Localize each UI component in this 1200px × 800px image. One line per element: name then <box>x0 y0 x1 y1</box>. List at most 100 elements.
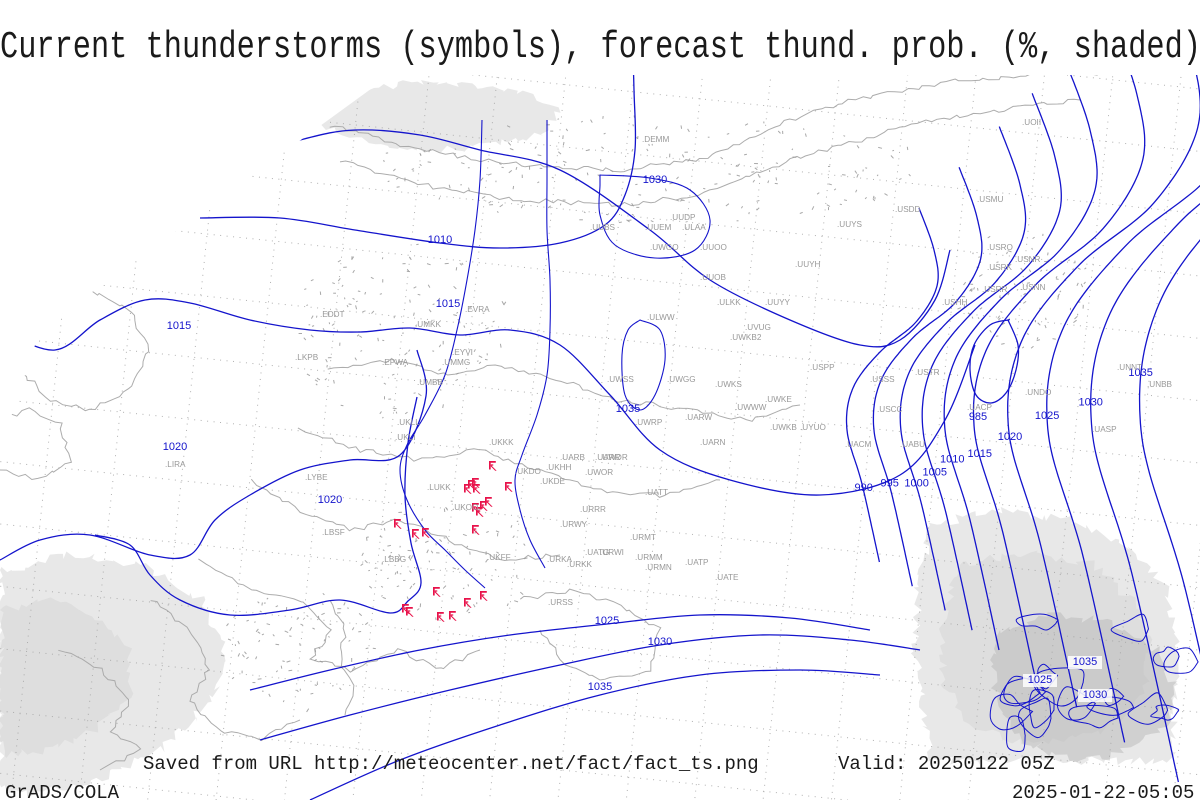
svg-text:.USRK: .USRK <box>987 263 1013 272</box>
svg-text:.URSS: .URSS <box>548 598 574 607</box>
svg-text:.UUBS: .UUBS <box>590 223 616 232</box>
svg-text:.EDDT: .EDDT <box>320 310 345 319</box>
svg-text:1035: 1035 <box>588 681 612 693</box>
svg-text:.UWDR: .UWDR <box>600 453 628 462</box>
svg-text:.UWSS: .UWSS <box>607 375 634 384</box>
svg-text:.UACP: .UACP <box>967 403 993 412</box>
svg-text:.UKLL: .UKLL <box>397 418 420 427</box>
svg-text:1030: 1030 <box>1083 689 1107 701</box>
svg-text:.UMKK: .UMKK <box>415 320 441 329</box>
svg-text:.URWY: .URWY <box>560 520 588 529</box>
svg-text:1025: 1025 <box>1035 410 1059 422</box>
svg-text:.LYBE: .LYBE <box>305 473 328 482</box>
svg-text:.EVRA: .EVRA <box>465 305 490 314</box>
svg-text:1030: 1030 <box>648 636 672 648</box>
svg-text:.LBSF: .LBSF <box>322 528 345 537</box>
svg-text:995: 995 <box>881 477 899 489</box>
svg-text:.UWGO: .UWGO <box>650 243 679 252</box>
svg-text:.EPWA: .EPWA <box>382 358 409 367</box>
svg-text:1015: 1015 <box>968 448 992 460</box>
svg-text:.UARN: .UARN <box>700 438 726 447</box>
svg-text:990: 990 <box>855 482 873 494</box>
svg-text:.USRO: .USRO <box>987 243 1013 252</box>
svg-text:.USRR: .USRR <box>982 285 1008 294</box>
svg-text:.EYVI: .EYVI <box>452 348 473 357</box>
svg-text:.UATG: .UATG <box>585 548 609 557</box>
svg-text:.LUKK: .LUKK <box>427 483 451 492</box>
svg-text:.ULKK: .ULKK <box>717 298 741 307</box>
svg-text:.UOII: .UOII <box>1022 118 1041 127</box>
svg-text:.UWOR: .UWOR <box>585 468 613 477</box>
svg-text:1025: 1025 <box>1028 674 1052 686</box>
svg-text:.UYUO: .UYUO <box>800 423 826 432</box>
svg-text:1000: 1000 <box>904 478 928 490</box>
svg-text:.URMM: .URMM <box>635 553 663 562</box>
svg-text:.UWKB2: .UWKB2 <box>730 333 762 342</box>
svg-text:.UATT: .UATT <box>645 488 668 497</box>
svg-text:.URRR: .URRR <box>580 505 606 514</box>
svg-text:.UASP: .UASP <box>1092 425 1117 434</box>
svg-text:.UWKS: .UWKS <box>715 380 742 389</box>
svg-text:.UARW: .UARW <box>685 413 712 422</box>
svg-text:.URMT: .URMT <box>630 533 656 542</box>
svg-text:.UKKK: .UKKK <box>489 438 514 447</box>
svg-text:1025: 1025 <box>595 615 619 627</box>
svg-text:.ULAA: .ULAA <box>682 223 706 232</box>
svg-text:1015: 1015 <box>167 320 191 332</box>
svg-text:1035: 1035 <box>616 403 640 415</box>
svg-text:.UUOO: .UUOO <box>700 243 727 252</box>
svg-text:.USSS: .USSS <box>870 375 895 384</box>
svg-text:.UNBB: .UNBB <box>1147 380 1173 389</box>
svg-text:.UWWW: .UWWW <box>735 403 767 412</box>
svg-text:.UKFF: .UKFF <box>487 553 511 562</box>
svg-text:1005: 1005 <box>923 467 947 479</box>
svg-text:.URMN: .URMN <box>645 563 672 572</box>
svg-text:.UARB: .UARB <box>560 453 586 462</box>
svg-text:1030: 1030 <box>643 174 667 186</box>
svg-text:.USCC: .USCC <box>877 405 903 414</box>
svg-text:.USTR: .USTR <box>915 368 940 377</box>
svg-text:.UKOO: .UKOO <box>452 503 478 512</box>
svg-text:1010: 1010 <box>428 234 452 246</box>
svg-text:.UKLI: .UKLI <box>395 433 415 442</box>
svg-text:.UUEM: .UUEM <box>645 223 672 232</box>
svg-text:1035: 1035 <box>1073 656 1097 668</box>
svg-text:.USNN: .USNN <box>1020 283 1046 292</box>
svg-text:.UWGG: .UWGG <box>667 375 696 384</box>
svg-text:.UATE: .UATE <box>715 573 739 582</box>
svg-text:.UUDP: .UUDP <box>670 213 696 222</box>
svg-text:.UMMG: .UMMG <box>442 358 470 367</box>
svg-text:.UATP: .UATP <box>685 558 709 567</box>
svg-text:.USPP: .USPP <box>810 363 835 372</box>
svg-text:.UVUG: .UVUG <box>745 323 771 332</box>
svg-text:1020: 1020 <box>998 431 1022 443</box>
svg-text:.USMU: .USMU <box>977 195 1003 204</box>
svg-text:.UUYY: .UUYY <box>765 298 791 307</box>
svg-text:.UMBB: .UMBB <box>417 378 443 387</box>
svg-text:.USHH: .USHH <box>942 298 968 307</box>
svg-text:985: 985 <box>969 411 987 423</box>
svg-text:1020: 1020 <box>163 441 187 453</box>
svg-text:.UUYH: .UUYH <box>795 260 821 269</box>
svg-text:.UWRP: .UWRP <box>635 418 663 427</box>
svg-text:.UWKE: .UWKE <box>765 395 792 404</box>
svg-text:.UACM: .UACM <box>845 440 872 449</box>
svg-text:.LIRA: .LIRA <box>165 460 186 469</box>
svg-text:.UKDE: .UKDE <box>540 477 566 486</box>
svg-text:.URKA: .URKA <box>547 555 573 564</box>
svg-text:1030: 1030 <box>1078 396 1102 408</box>
svg-text:.USDD: .USDD <box>895 205 921 214</box>
svg-text:1015: 1015 <box>436 298 460 310</box>
svg-text:.UWKB: .UWKB <box>770 423 797 432</box>
svg-text:.UKHH: .UKHH <box>546 463 572 472</box>
svg-text:1010: 1010 <box>940 454 964 466</box>
svg-text:.UNDO: .UNDO <box>1025 388 1051 397</box>
svg-text:.UKDO: .UKDO <box>515 467 541 476</box>
svg-text:1020: 1020 <box>318 494 342 506</box>
svg-text:.UUOB: .UUOB <box>700 273 726 282</box>
svg-text:.UNNT: .UNNT <box>1117 363 1142 372</box>
svg-text:.DEMM: .DEMM <box>642 135 669 144</box>
svg-text:.UABU: .UABU <box>900 440 925 449</box>
svg-text:.UUYS: .UUYS <box>837 220 863 229</box>
svg-text:.LKPB: .LKPB <box>295 353 319 362</box>
